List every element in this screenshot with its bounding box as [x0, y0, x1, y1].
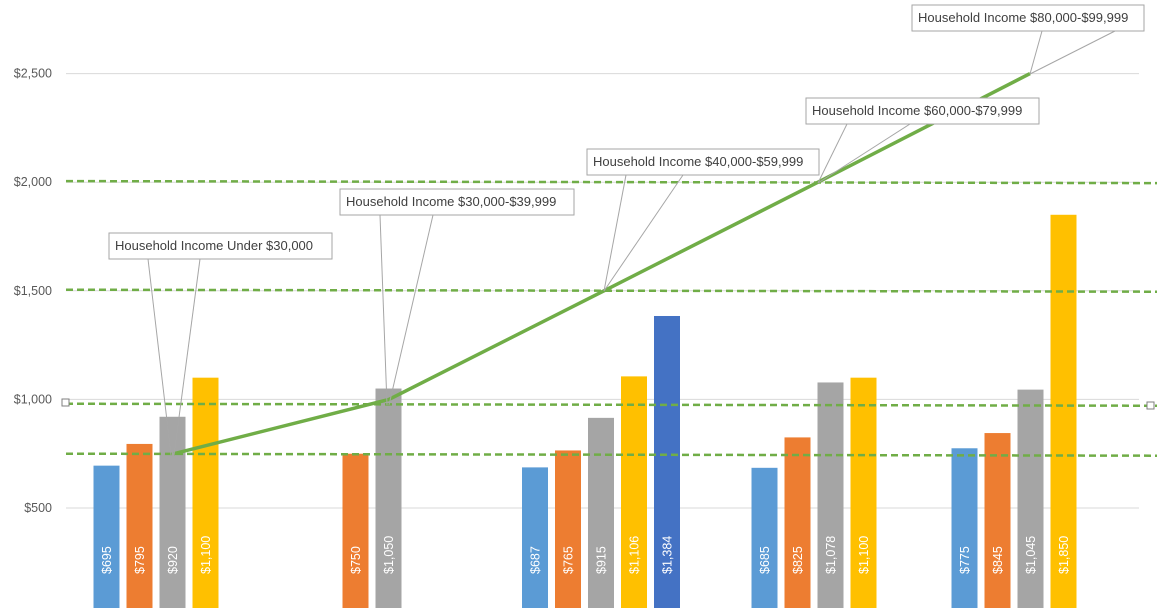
- callout-leader: [603, 174, 684, 292]
- callout-leader: [603, 174, 627, 292]
- bar-group: $685 $825 $1,078 $1,100: [751, 377, 877, 608]
- bar-value-label: $825: [791, 546, 805, 574]
- bar-value-label: $695: [100, 546, 114, 574]
- bar[interactable]: [850, 377, 877, 608]
- callout-leader: [147, 258, 172, 456]
- callout-leader: [1029, 30, 1116, 75]
- callouts: Household Income Under $30,000 Household …: [108, 4, 1145, 456]
- callout: Household Income $40,000-$59,999: [586, 148, 820, 176]
- bar[interactable]: [654, 315, 680, 608]
- bar[interactable]: [1050, 214, 1077, 608]
- bar-group: $695 $795 $920 $1,100: [93, 377, 219, 608]
- bar[interactable]: [784, 437, 811, 608]
- callout-leader: [817, 123, 911, 184]
- bar-value-label: $687: [529, 546, 543, 574]
- bar-value-label: $750: [349, 546, 363, 574]
- bar-value-label: $1,100: [199, 536, 213, 574]
- bar[interactable]: [817, 382, 844, 608]
- bar-group: $687 $765 $915 $1,106 $1,384: [522, 315, 680, 608]
- callout-leader: [379, 214, 388, 406]
- bar[interactable]: [93, 465, 120, 608]
- reference-line: [65, 179, 1157, 185]
- bar[interactable]: [126, 443, 153, 608]
- reference-line: [65, 288, 1157, 293]
- callout-label: Household Income $40,000-$59,999: [593, 154, 803, 169]
- callout-box: [339, 188, 575, 216]
- callout: Household Income $60,000-$79,999: [805, 97, 1040, 125]
- bar[interactable]: [588, 417, 614, 608]
- y-axis: $500 $1,000 $1,500 $2,000 $2,500: [14, 67, 52, 515]
- reference-line: [65, 402, 1157, 407]
- bar-value-label: $1,106: [628, 536, 642, 574]
- y-tick-label: $1,500: [14, 284, 52, 298]
- y-tick-label: $1,000: [14, 392, 52, 406]
- bar-value-label: $1,045: [1024, 536, 1038, 574]
- bar-value-label: $920: [166, 546, 180, 574]
- callout-box: [911, 4, 1145, 32]
- reference-lines: [65, 179, 1157, 457]
- bar[interactable]: [621, 376, 647, 608]
- bar-series: $695 $795 $920 $1,100 $750 $1,050 $687 $765 $915…: [93, 214, 1077, 608]
- bar-value-label: $795: [133, 546, 147, 574]
- callout-label: Household Income Under $30,000: [115, 238, 313, 253]
- bar-value-label: $1,100: [857, 536, 871, 574]
- callout-leader: [388, 214, 434, 406]
- callout-leader: [1029, 30, 1043, 75]
- y-tick-label: $2,500: [14, 67, 52, 81]
- bar[interactable]: [1017, 389, 1044, 608]
- y-tick-label: $500: [24, 501, 52, 515]
- trend-line-group: [173, 72, 1031, 456]
- bar[interactable]: [951, 448, 978, 608]
- bar-value-label: $1,078: [824, 536, 838, 574]
- bar[interactable]: [555, 450, 581, 608]
- bar-value-label: $775: [958, 546, 972, 574]
- selection-handles[interactable]: [61, 398, 1155, 410]
- resize-handle-right[interactable]: [1146, 401, 1155, 410]
- bar-value-label: $685: [758, 546, 772, 574]
- bar[interactable]: [522, 467, 548, 608]
- callout-leader: [817, 123, 848, 184]
- bar-value-label: $1,384: [661, 536, 675, 574]
- bar[interactable]: [342, 453, 369, 608]
- bar-group: $750 $1,050: [342, 388, 402, 608]
- bar-value-label: $915: [595, 546, 609, 574]
- bar[interactable]: [984, 433, 1011, 608]
- callout-box: [586, 148, 820, 176]
- y-tick-label: $2,000: [14, 175, 52, 189]
- bar-group: $775 $845 $1,045 $1,850: [951, 214, 1077, 608]
- resize-handle-left[interactable]: [61, 398, 70, 407]
- callout: Household Income $30,000-$39,999: [339, 188, 575, 216]
- callout-label: Household Income $30,000-$39,999: [346, 194, 556, 209]
- bar[interactable]: [375, 388, 402, 608]
- reference-line: [65, 452, 1157, 457]
- callout: Household Income Under $30,000: [108, 232, 333, 260]
- callout-box: [805, 97, 1040, 125]
- trend-line[interactable]: [173, 72, 1031, 456]
- bar-value-label: $845: [991, 546, 1005, 574]
- callout-label: Household Income $80,000-$99,999: [918, 10, 1128, 25]
- bar-value-label: $1,850: [1057, 536, 1071, 574]
- bar[interactable]: [751, 467, 778, 608]
- callout: Household Income $80,000-$99,999: [911, 4, 1145, 32]
- callout-label: Household Income $60,000-$79,999: [812, 103, 1022, 118]
- bar[interactable]: [192, 377, 219, 608]
- bar[interactable]: [159, 416, 186, 608]
- callout-box: [108, 232, 333, 260]
- callout-leader: [173, 258, 201, 456]
- bar-value-label: $765: [562, 546, 576, 574]
- bar-value-label: $1,050: [382, 536, 396, 574]
